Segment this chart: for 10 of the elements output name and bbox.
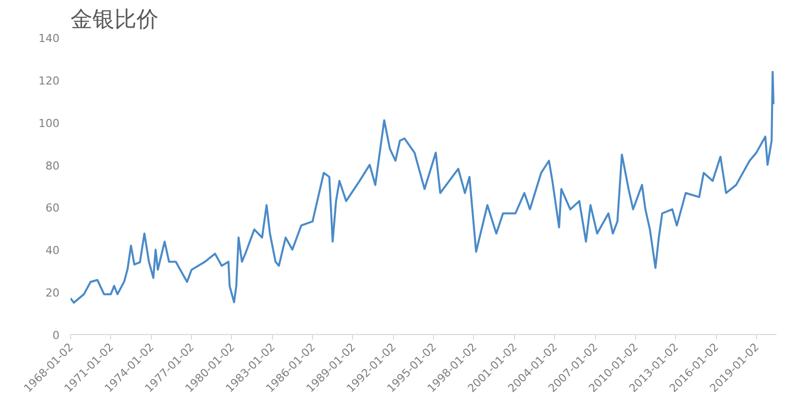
y-tick-label: 20	[46, 286, 60, 300]
y-tick-label: 60	[46, 202, 60, 215]
y-tick-label: 40	[46, 244, 60, 258]
chart-title: 金银比价	[70, 8, 158, 32]
line-series	[70, 70, 774, 304]
y-tick-label: 100	[38, 116, 60, 130]
y-tick-label: 140	[38, 32, 60, 45]
y-tick-label: 120	[38, 74, 60, 88]
y-tick-label: 0	[52, 329, 60, 342]
y-tick-label: 80	[46, 159, 60, 172]
